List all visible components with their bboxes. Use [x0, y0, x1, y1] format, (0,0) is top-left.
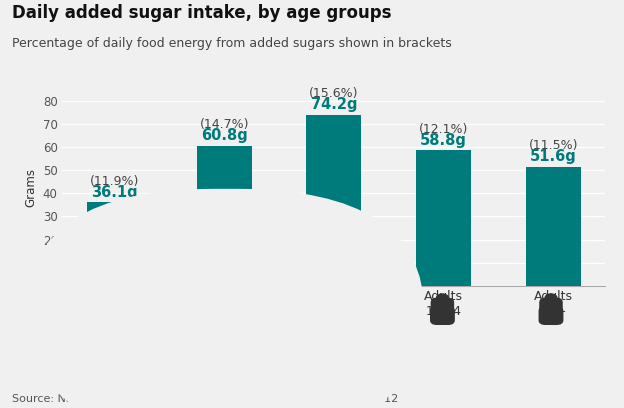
Bar [87, 202, 142, 286]
Text: 36.1g: 36.1g [91, 185, 138, 200]
Text: Daily added sugar intake, by age groups: Daily added sugar intake, by age groups [12, 4, 392, 22]
Bar [416, 150, 471, 286]
Text: 60.8g: 60.8g [201, 128, 248, 143]
Text: (12.1%): (12.1%) [419, 123, 468, 136]
Text: (11.9%): (11.9%) [90, 175, 139, 188]
Text: Source: National Diet & Nutrition Survey, rolling programme 2008-12: Source: National Diet & Nutrition Survey… [12, 394, 399, 404]
Y-axis label: Grams: Grams [24, 168, 37, 207]
Text: Percentage of daily food energy from added sugars shown in brackets: Percentage of daily food energy from add… [12, 37, 452, 50]
Text: 58.8g: 58.8g [420, 133, 467, 148]
Bar [526, 167, 580, 286]
Bar [197, 146, 251, 286]
Bar [306, 115, 361, 286]
Text: 51.6g: 51.6g [530, 149, 577, 164]
Text: 74.2g: 74.2g [311, 98, 357, 112]
Text: (15.6%): (15.6%) [309, 87, 359, 100]
Text: (11.5%): (11.5%) [529, 140, 578, 153]
Text: (14.7%): (14.7%) [200, 118, 249, 131]
